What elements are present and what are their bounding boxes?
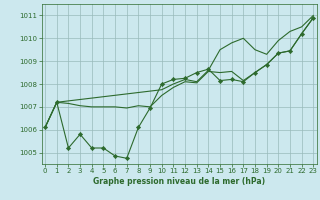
X-axis label: Graphe pression niveau de la mer (hPa): Graphe pression niveau de la mer (hPa): [93, 177, 265, 186]
